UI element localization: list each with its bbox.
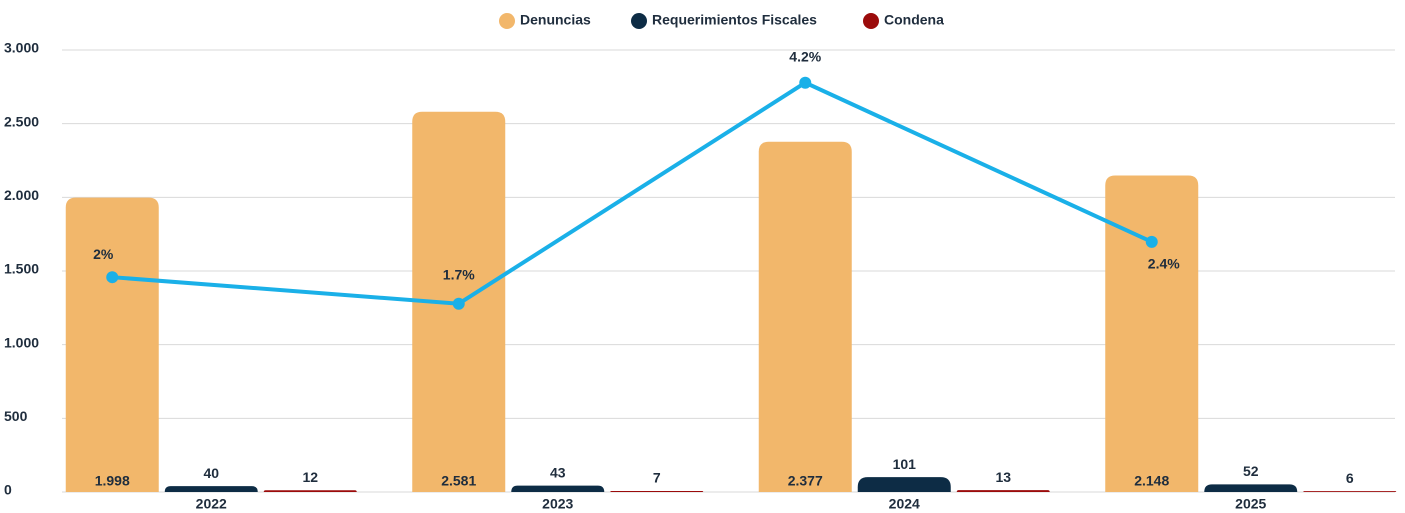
legend-swatch	[863, 13, 879, 29]
bar	[263, 490, 357, 492]
line-label: 1.7%	[443, 266, 475, 282]
line-point	[106, 271, 119, 284]
line	[112, 80, 1153, 306]
line-point	[452, 297, 465, 310]
bar	[1204, 484, 1298, 492]
y-tick-label: 500	[4, 408, 28, 424]
data-label: 101	[893, 456, 917, 472]
legend-swatch	[499, 13, 515, 29]
y-tick-label: 3.000	[4, 40, 39, 56]
x-tick-label: 2022	[196, 496, 227, 512]
bar	[65, 197, 159, 493]
data-label: 43	[550, 464, 566, 480]
bar	[511, 485, 605, 492]
bar	[758, 141, 852, 492]
legend-swatch	[631, 13, 647, 29]
data-label: 2.581	[441, 473, 476, 489]
y-tick-label: 2.000	[4, 187, 39, 203]
data-label: 12	[302, 469, 318, 485]
data-label: 40	[203, 465, 219, 481]
x-tick-label: 2023	[542, 496, 573, 512]
bar	[164, 486, 258, 492]
line-label: 4.2%	[789, 48, 821, 64]
y-tick-label: 2.500	[4, 113, 39, 129]
x-tick-label: 2024	[889, 496, 920, 512]
data-label: 2.148	[1134, 473, 1169, 489]
line-label: 2%	[93, 246, 114, 262]
bar	[857, 477, 951, 492]
data-label: 2.377	[788, 473, 823, 489]
bar	[1303, 491, 1397, 492]
data-label: 6	[1346, 470, 1354, 486]
data-label: 52	[1243, 463, 1259, 479]
y-tick-label: 1.000	[4, 334, 39, 350]
legend-label: Denuncias	[520, 12, 591, 28]
y-tick-label: 1.500	[4, 261, 39, 277]
data-label: 7	[653, 470, 661, 486]
bar	[1105, 175, 1199, 492]
line-point	[1145, 235, 1158, 248]
line-label: 2.4%	[1148, 256, 1180, 272]
data-label: 1.998	[95, 473, 130, 489]
bar	[956, 490, 1050, 492]
bar	[610, 490, 704, 492]
line-point	[799, 76, 812, 89]
x-tick-label: 2025	[1235, 496, 1266, 512]
data-label: 13	[995, 469, 1011, 485]
legend-label: Condena	[884, 12, 944, 28]
legend-label: Requerimientos Fiscales	[652, 12, 817, 28]
y-tick-label: 0	[4, 482, 12, 498]
